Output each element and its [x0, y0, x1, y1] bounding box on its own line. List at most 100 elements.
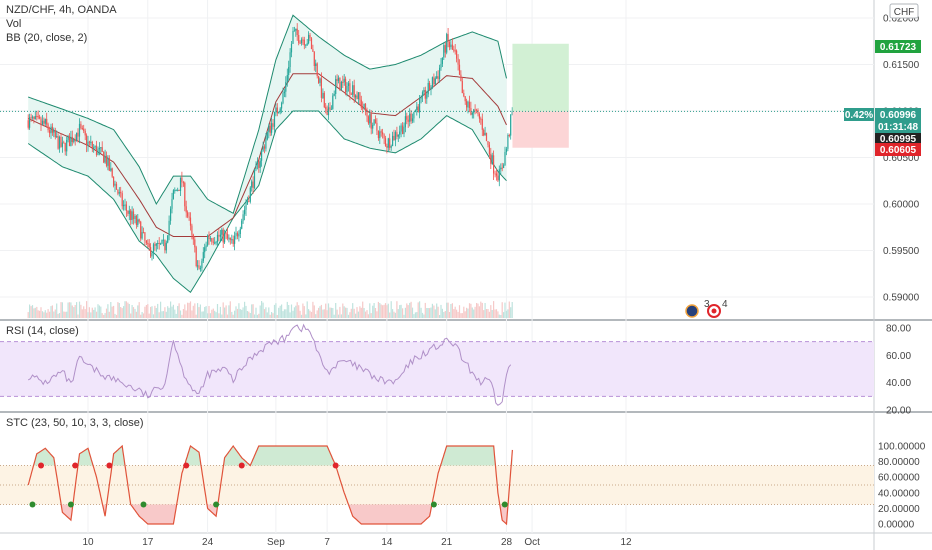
candle-body[interactable] [501, 167, 503, 169]
candle-body[interactable] [181, 177, 183, 183]
candle-body[interactable] [202, 252, 204, 262]
candle-body[interactable] [505, 148, 508, 152]
candle-body[interactable] [33, 116, 35, 119]
candle-body[interactable] [107, 157, 109, 166]
candle-body[interactable] [255, 164, 257, 170]
candle-body[interactable] [30, 117, 32, 119]
bb-upper-band[interactable] [28, 14, 507, 215]
candle-body[interactable] [197, 265, 199, 267]
candle-body[interactable] [97, 149, 99, 155]
candle-body[interactable] [224, 233, 226, 243]
candle-body[interactable] [466, 101, 468, 108]
candle-body[interactable] [175, 190, 177, 192]
candle-body[interactable] [238, 234, 240, 237]
candle-body[interactable] [41, 120, 44, 125]
candle-body[interactable] [433, 77, 435, 85]
candle-body[interactable] [326, 109, 328, 116]
candle-body[interactable] [360, 99, 362, 108]
candle-body[interactable] [94, 145, 96, 148]
candle-body[interactable] [90, 141, 92, 143]
candle-body[interactable] [485, 132, 488, 141]
candle-body[interactable] [150, 247, 152, 257]
candle-body[interactable] [292, 31, 294, 44]
candle-body[interactable] [312, 49, 314, 52]
candle-body[interactable] [218, 234, 220, 237]
candle-body[interactable] [47, 124, 49, 131]
candle-body[interactable] [448, 41, 451, 48]
candle-body[interactable] [275, 107, 277, 112]
candle-body[interactable] [403, 127, 405, 134]
candle-body[interactable] [410, 113, 412, 122]
candle-body[interactable] [43, 120, 45, 124]
candle-body[interactable] [39, 116, 41, 119]
candle-body[interactable] [104, 155, 106, 163]
candle-body[interactable] [226, 234, 229, 239]
candle-body[interactable] [44, 118, 46, 124]
candle-body[interactable] [98, 148, 100, 150]
candle-body[interactable] [207, 235, 209, 246]
time-axis[interactable]: 10 17 24 Sep 7 14 21 28 Oct 12 [82, 537, 632, 548]
candle-body[interactable] [91, 141, 93, 148]
candle-body[interactable] [120, 192, 122, 194]
candle-body[interactable] [327, 107, 330, 116]
candle-body[interactable] [171, 199, 173, 209]
candle-body[interactable] [279, 108, 281, 112]
candle-body[interactable] [325, 107, 327, 109]
candle-body[interactable] [346, 86, 348, 93]
volume-legend[interactable]: Vol [6, 18, 21, 30]
candle-body[interactable] [268, 125, 270, 132]
candle-body[interactable] [508, 135, 510, 136]
candle-body[interactable] [157, 243, 159, 244]
candle-body[interactable] [215, 242, 217, 244]
candle-body[interactable] [199, 268, 201, 270]
candle-body[interactable] [315, 63, 317, 66]
candle-body[interactable] [184, 182, 186, 207]
candle-body[interactable] [114, 183, 116, 186]
candle-body[interactable] [299, 42, 301, 44]
long-position-tool[interactable] [0, 43, 874, 148]
candle-body[interactable] [309, 34, 311, 39]
candle-body[interactable] [125, 204, 127, 211]
candle-body[interactable] [141, 232, 143, 239]
candle-body[interactable] [269, 125, 271, 133]
candle-body[interactable] [507, 135, 509, 149]
candle-body[interactable] [251, 181, 253, 188]
candle-body[interactable] [165, 242, 167, 251]
candle-body[interactable] [77, 132, 79, 137]
candle-body[interactable] [363, 103, 365, 108]
candle-body[interactable] [290, 43, 293, 53]
candle-body[interactable] [58, 136, 61, 149]
candle-body[interactable] [123, 204, 125, 207]
candle-body[interactable] [115, 183, 118, 190]
candle-body[interactable] [276, 107, 278, 114]
candle-body[interactable] [229, 237, 231, 240]
candle-body[interactable] [214, 242, 216, 244]
candle-body[interactable] [249, 187, 251, 202]
candle-body[interactable] [498, 169, 500, 181]
candle-body[interactable] [454, 50, 456, 52]
candle-body[interactable] [441, 57, 443, 64]
candle-body[interactable] [263, 146, 266, 149]
candle-body[interactable] [373, 119, 375, 125]
candle-body[interactable] [60, 136, 62, 147]
candle-body[interactable] [389, 138, 391, 148]
candle-body[interactable] [259, 160, 261, 168]
candle-body[interactable] [228, 237, 230, 239]
candle-body[interactable] [281, 103, 283, 109]
candle-body[interactable] [244, 209, 246, 215]
candle-body[interactable] [113, 176, 115, 186]
candle-body[interactable] [95, 145, 98, 155]
candle-body[interactable] [130, 210, 132, 220]
candle-body[interactable] [195, 247, 197, 266]
bb-lower-band[interactable] [27, 110, 507, 294]
candle-body[interactable] [88, 141, 90, 143]
candle-body[interactable] [370, 114, 372, 129]
candle-body[interactable] [407, 119, 409, 122]
candle-body[interactable] [34, 116, 36, 119]
candle-body[interactable] [303, 39, 305, 46]
candle-body[interactable] [446, 34, 448, 53]
candle-body[interactable] [481, 118, 483, 130]
candle-body[interactable] [396, 132, 398, 137]
candle-body[interactable] [121, 193, 123, 207]
candle-body[interactable] [332, 95, 334, 109]
